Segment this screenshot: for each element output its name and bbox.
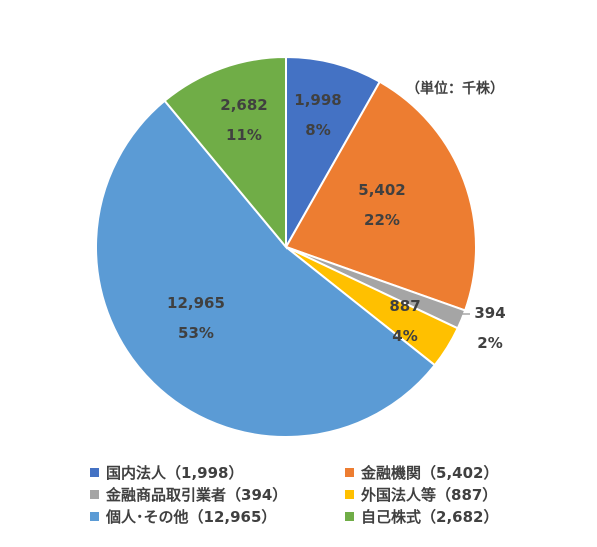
legend-swatch — [90, 468, 99, 477]
pie-slice-5 — [95, 99, 437, 439]
data-label-value-4: 887 — [389, 297, 420, 315]
legend-label: 個人･その他（12,965） — [106, 508, 277, 526]
data-label-value-2: 5,402 — [358, 181, 405, 199]
legend-item-5: 個人･その他（12,965） — [90, 506, 276, 527]
legend-label: 国内法人（1,998） — [106, 464, 244, 482]
data-label-percent-1: 8% — [305, 121, 330, 139]
data-label-percent-5: 53% — [178, 324, 214, 342]
legend-swatch — [345, 512, 354, 521]
pie-chart: 1,998 8% 5,402 22% 394 2% 887 4% 12,965 53% 2,682 1… — [95, 55, 506, 439]
legend-item-3: 金融商品取引業者（394） — [90, 484, 287, 505]
legend-label: 自己株式（2,682） — [361, 508, 499, 526]
data-label-value-1: 1,998 — [294, 91, 341, 109]
data-label-value-5: 12,965 — [167, 294, 225, 312]
pie-slice-1 — [285, 55, 382, 251]
data-label-percent-4: 4% — [392, 327, 417, 345]
legend-label: 外国法人等（887） — [361, 486, 498, 504]
legend-label: 金融商品取引業者（394） — [106, 486, 288, 504]
unit-label: （単位：千株） — [406, 81, 504, 97]
legend-swatch — [345, 468, 354, 477]
data-label-percent-3: 2% — [477, 334, 502, 352]
data-label-value-6: 2,682 — [220, 96, 267, 114]
legend-item-4: 外国法人等（887） — [345, 484, 497, 505]
data-label-value-3: 394 — [474, 304, 505, 322]
legend-swatch — [90, 490, 99, 499]
legend-item-6: 自己株式（2,682） — [345, 506, 498, 527]
data-label-percent-2: 22% — [364, 211, 400, 229]
data-label-percent-6: 11% — [226, 126, 262, 144]
pie-slice-6 — [163, 55, 287, 250]
legend-swatch — [90, 512, 99, 521]
legend-swatch — [345, 490, 354, 499]
pie-slice-2 — [284, 80, 477, 312]
legend-item-2: 金融機関（5,402） — [345, 462, 498, 483]
legend-label: 金融機関（5,402） — [361, 464, 499, 482]
legend-item-1: 国内法人（1,998） — [90, 462, 243, 483]
